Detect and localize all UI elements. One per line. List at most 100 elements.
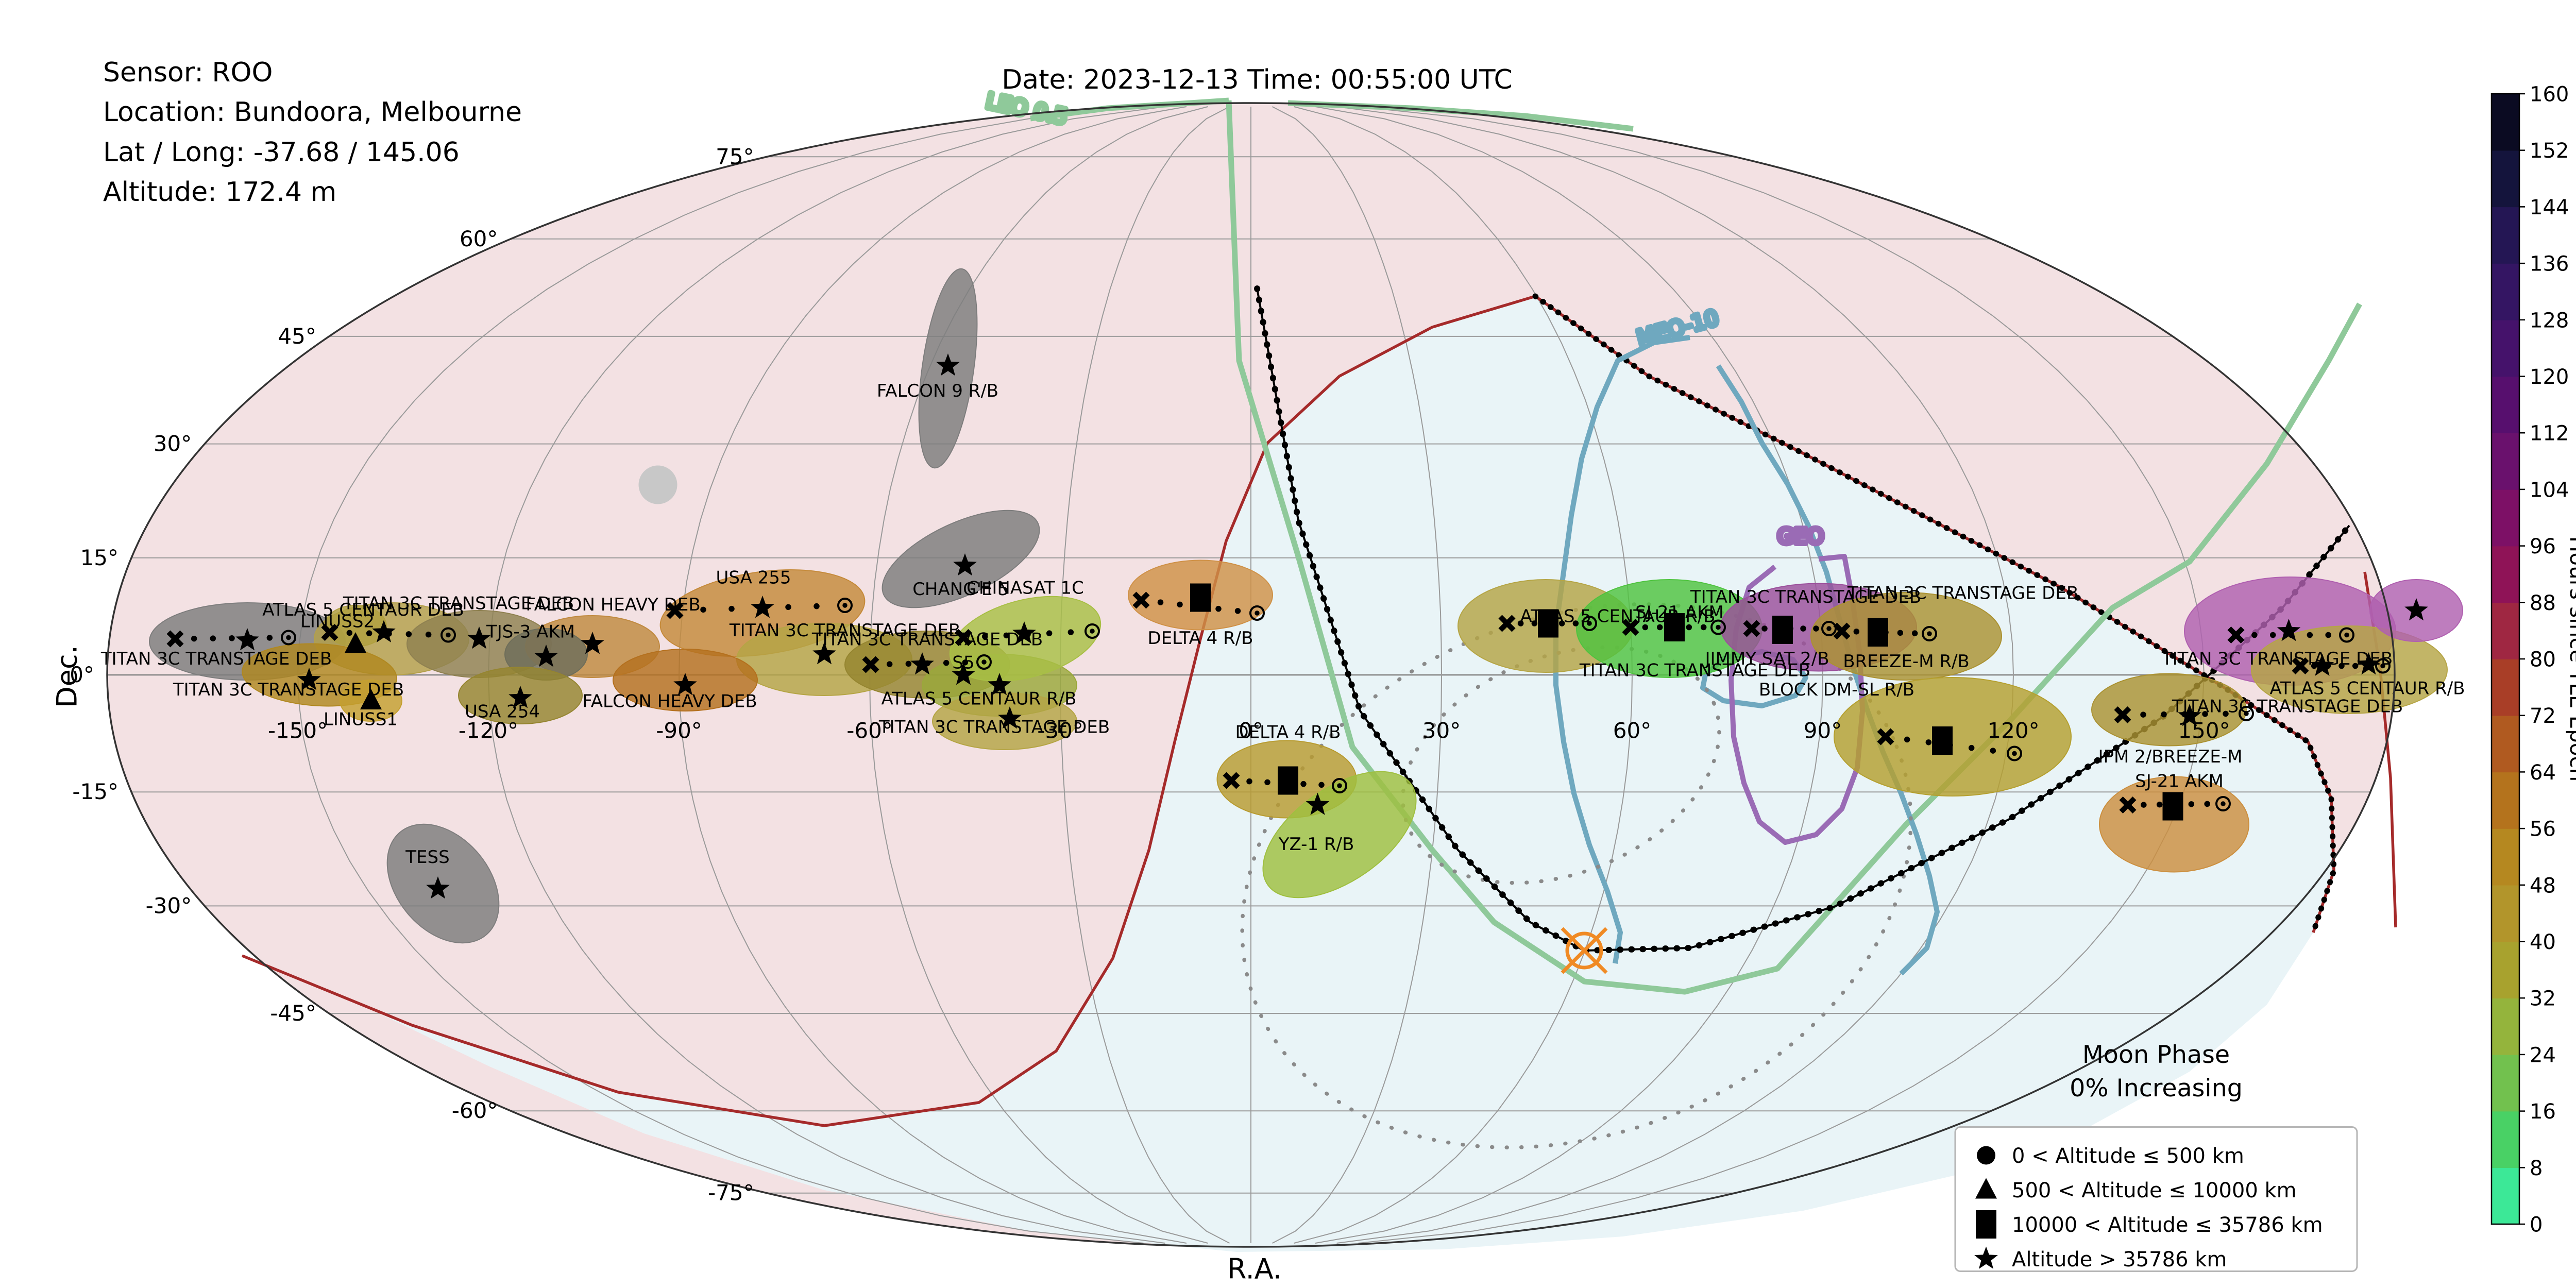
satellite-label: DELTA 4 R/B	[1148, 628, 1253, 649]
graticule	[107, 106, 2395, 1244]
satellite-label: LINUSS2	[300, 612, 375, 632]
trail-start-x-icon	[1833, 622, 1851, 640]
dec-axis-label: Dec.	[50, 645, 83, 708]
trail-end-icon	[1084, 623, 1100, 639]
sensor-latlong: Lat / Long: -37.68 / 145.06	[103, 137, 460, 168]
trail-end-icon	[1332, 777, 1348, 793]
sensor-location: Location: Bundoora, Melbourne	[103, 97, 522, 128]
satellite-label: TITAN 3C TRANSTAGE DEB	[878, 717, 1110, 738]
trail-start-x-icon	[2114, 706, 2131, 724]
satellite-label: TITAN 3C TRANSTAGE DEB	[729, 620, 960, 641]
trail-end-icon	[2007, 745, 2023, 761]
trail-end-icon	[837, 597, 853, 613]
trail-end-icon	[2239, 705, 2255, 721]
dec-tick-label: 60°	[460, 226, 498, 251]
satellite-titan-3c-transtage-deb: TITAN 3C TRANSTAGE DEB	[1833, 583, 2078, 647]
moon-phase-value: 0% Increasing	[2070, 1074, 2243, 1103]
colorbar: 0 8 16 24 32 40 48 56 64 72 80 88 96 104 112 120 128 136 1…	[2490, 83, 2576, 1237]
plot-title: Date: 2023-12-13 Time: 00:55:00 UTC	[1002, 64, 1513, 95]
trail-end-icon	[1582, 615, 1598, 631]
colorbar-tick-label: 136	[2530, 252, 2569, 276]
map-border	[106, 102, 2396, 1248]
satellite-jimmy-sat-2-b: JIMMY SAT 2/B	[1704, 649, 1829, 669]
terminator-dots	[1532, 293, 2337, 936]
legend-item-label: 0 < Altitude ≤ 500 km	[2012, 1144, 2244, 1168]
moon-phase-title: Moon Phase	[2082, 1041, 2230, 1069]
dec-tick-label: -15°	[72, 779, 118, 804]
satellites: FALCON 9 R/B CHANG'E 5 TESS TITAN 3C TRANST…	[100, 353, 2465, 899]
satellite-atlas-5-centaur-r-b: ATLAS 5 CENTAUR R/B	[2270, 652, 2465, 699]
dec-tick-label: -30°	[146, 893, 192, 918]
legend-item-label: Altitude > 35786 km	[2012, 1248, 2227, 1272]
satellite-titan-3c-transtage-deb: TITAN 3C TRANSTAGE DEB	[2161, 619, 2393, 669]
colorbar-tick-label: 32	[2530, 987, 2556, 1011]
dec-tick-label: 0°	[70, 662, 94, 687]
satellite-label: USA 254	[465, 702, 540, 722]
colorbar-tick-label: 40	[2530, 930, 2556, 954]
colorbar-tick-label: 88	[2530, 591, 2556, 615]
dec-tick-label: -60°	[452, 1098, 498, 1123]
satellite-label: CHINASAT 1C	[967, 578, 1084, 599]
ra-tick-label: 0°	[1239, 718, 1263, 743]
trail-end-icon	[2215, 795, 2231, 811]
satellite-label: TITAN 3C TRANSTAGE DEB	[811, 630, 1043, 650]
trail-start-x-icon	[1132, 591, 1150, 609]
trail-start-x-icon	[166, 630, 184, 648]
satellite-label: TITAN 3C TRANSTAGE DEB	[1579, 660, 1810, 681]
satellite-label: LINUSS1	[324, 709, 398, 730]
trail-end-icon	[976, 654, 992, 670]
colorbar-tick-label: 80	[2530, 648, 2556, 672]
satellite-chinasat-1c: CHINASAT 1C	[955, 578, 1100, 647]
satellite-titan-3c-transtage-deb: TITAN 3C TRANSTAGE DEB	[1579, 660, 1810, 681]
satellite-label: USA 255	[716, 568, 791, 588]
colorbar-tick-label: 8	[2530, 1157, 2543, 1180]
satellite-ipm-2-breeze-m: IPM 2/BREEZE-M	[2098, 747, 2242, 767]
trail-start-x-icon	[2292, 657, 2309, 675]
satellite-yz-1-r-b: YZ-1 R/B	[1278, 792, 1354, 855]
satellite-label: SJ-21 AKM	[2135, 771, 2224, 792]
satellite-label: ATLAS 5 CENTAUR R/B	[2270, 679, 2465, 699]
satellite-delta-4-r-b: DELTA 4 R/B	[1132, 583, 1265, 649]
satellite-tjs-3-akm: TJS-3 AKM	[486, 622, 575, 667]
satellite-label: IPM 2/BREEZE-M	[2098, 747, 2242, 767]
satellite-label: BLOCK DM-SL R/B	[1759, 680, 1914, 700]
trail-start-x-icon	[955, 629, 972, 647]
colorbar-tick-label: 96	[2530, 535, 2556, 558]
dec-tick-label: 15°	[80, 545, 118, 570]
trail-start-x-icon	[2119, 796, 2137, 814]
ra-tick-label: -30°	[1037, 718, 1083, 743]
satellite-label: ATLAS 5 CENTAUR DEB	[262, 600, 464, 620]
sensor-info: Sensor: ROO Location: Bundoora, Melbourn…	[103, 53, 522, 213]
moon-phase-annotation: Moon Phase 0% Increasing	[2070, 1038, 2243, 1105]
dec-tick-label: -45°	[270, 1001, 316, 1026]
dec-tick-label: 30°	[154, 431, 192, 456]
satellite-titan-3c-transtage-deb: TITAN 3C TRANSTAGE DEB	[100, 628, 332, 669]
ra-tick-label: 30°	[1422, 718, 1461, 743]
satellite-atlas-5-centaur-deb: ATLAS 5 CENTAUR DEB	[262, 600, 464, 643]
trail-start-x-icon	[1498, 615, 1516, 632]
colorbar-tick-label: 120	[2530, 365, 2569, 389]
colorbar-title: Hours since TLE Epoch	[2565, 536, 2576, 782]
satellite-label: TITAN 3C TRANSTAGE DEB	[173, 680, 404, 700]
colorbar-tick-label: 128	[2530, 309, 2569, 332]
satellite-chang-e-5: CHANG'E 5	[912, 553, 1009, 600]
colorbar-tick-label: 56	[2530, 818, 2556, 841]
satellite-titan-3c-transtage-deb: TITAN 3C TRANSTAGE DEB	[343, 594, 574, 649]
trail-end-icon	[1249, 605, 1265, 621]
satellite-label: FALCON 9 R/B	[877, 381, 998, 401]
trail-end-icon	[281, 630, 297, 646]
ra-tick-label: 150°	[2178, 718, 2230, 743]
satellite-label: SJ-21 AKM	[1635, 602, 1724, 623]
satellite-linuss2: LINUSS2	[300, 612, 375, 653]
terminator-line	[241, 293, 2397, 1127]
satellite-usa-254: USA 254	[465, 686, 540, 722]
satellite-falcon-9-r-b: FALCON 9 R/B	[877, 353, 998, 401]
colorbar-tick-label: 160	[2530, 83, 2569, 107]
colorbar-tick-label: 48	[2530, 874, 2556, 897]
satellite-titan-3c-transtage-deb: TITAN 3C TRANSTAGE DEB	[811, 630, 1043, 675]
trail-end-icon	[440, 627, 456, 643]
satellite-falcon-heavy-deb: FALCON HEAVY DEB	[582, 673, 757, 712]
trail-end-icon	[2339, 627, 2355, 643]
